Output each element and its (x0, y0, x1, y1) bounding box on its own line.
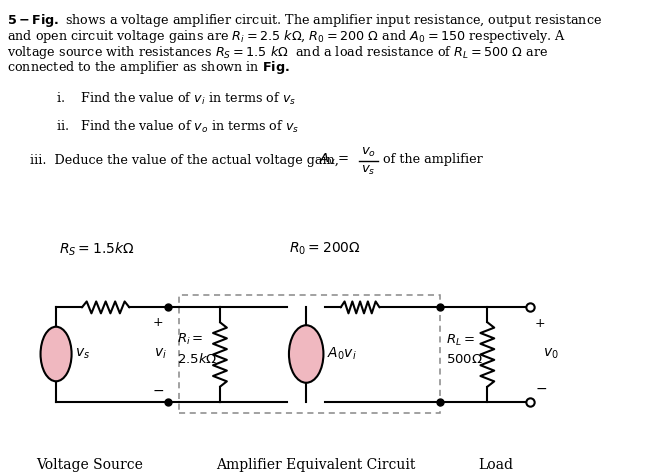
Text: $-$: $-$ (152, 383, 164, 397)
Text: ii.   Find the value of $v_o$ in terms of $v_s$: ii. Find the value of $v_o$ in terms of … (56, 119, 300, 135)
Text: $R_L =$
$500\Omega$: $R_L =$ $500\Omega$ (446, 332, 483, 366)
Text: +: + (45, 338, 55, 351)
Text: Load: Load (478, 458, 514, 472)
Text: $v_i$: $v_i$ (154, 347, 167, 361)
Text: and open circuit voltage gains are $R_i = 2.5\ k\Omega$, $R_0 = 200\ \Omega$ and: and open circuit voltage gains are $R_i … (7, 28, 566, 45)
Text: $v_0$: $v_0$ (542, 347, 558, 361)
Text: $A_0 v_i$: $A_0 v_i$ (327, 346, 357, 362)
Text: +: + (294, 337, 304, 350)
Text: of the amplifier: of the amplifier (383, 153, 482, 166)
Text: +: + (534, 317, 546, 330)
Text: $v_o$: $v_o$ (360, 146, 376, 159)
Text: $-$: $-$ (44, 356, 56, 370)
Ellipse shape (41, 327, 72, 381)
Text: voltage source with resistances $R_S = 1.5\ k\Omega$  and a load resistance of $: voltage source with resistances $R_S = 1… (7, 44, 548, 61)
Text: $v_s$: $v_s$ (75, 347, 90, 361)
Bar (179, 295, 440, 414)
Text: Voltage Source: Voltage Source (36, 458, 143, 472)
Text: i.    Find the value of $v_i$ in terms of $v_s$: i. Find the value of $v_i$ in terms of $… (56, 91, 297, 107)
Text: +: + (152, 316, 163, 329)
Text: iii.  Deduce the value of the actual voltage gain,: iii. Deduce the value of the actual volt… (30, 154, 339, 167)
Text: Amplifier Equivalent Circuit: Amplifier Equivalent Circuit (215, 458, 415, 472)
Text: $-$: $-$ (293, 357, 305, 371)
Text: connected to the amplifier as shown in $\mathbf{Fig.}$: connected to the amplifier as shown in $… (7, 59, 290, 76)
Text: $R_i =$
$2.5k\Omega$: $R_i =$ $2.5k\Omega$ (177, 332, 217, 366)
Text: $\mathbf{5 - Fig.}$ shows a voltage amplifier circuit. The amplifier input resis: $\mathbf{5 - Fig.}$ shows a voltage ampl… (7, 12, 602, 29)
Text: $A_v =$: $A_v =$ (319, 152, 349, 167)
Ellipse shape (289, 325, 324, 383)
Text: $R_S = 1.5k\Omega$: $R_S = 1.5k\Omega$ (59, 241, 134, 258)
Text: $v_s$: $v_s$ (360, 164, 375, 177)
Text: $R_0 = 200\Omega$: $R_0 = 200\Omega$ (289, 241, 361, 257)
Text: $-$: $-$ (534, 381, 547, 395)
